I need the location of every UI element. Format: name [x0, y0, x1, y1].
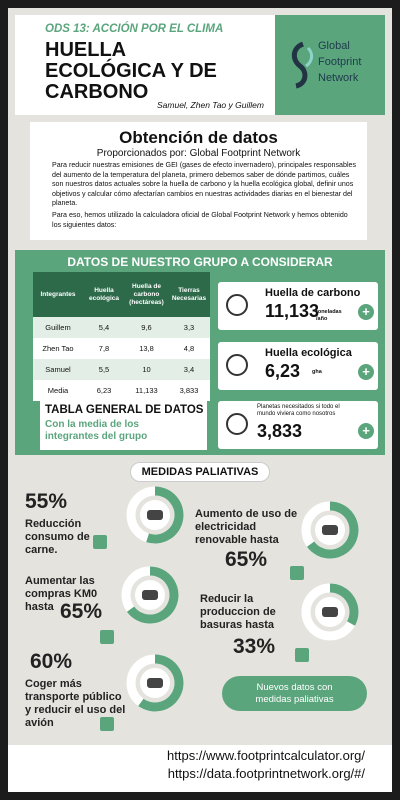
image-icon: [93, 535, 107, 549]
table-cell: 9,6: [125, 317, 168, 338]
measure-icon: [147, 678, 163, 688]
measure-text: Coger más transporte público y reducir e…: [25, 678, 126, 729]
intro-box: [30, 122, 367, 240]
measure-percent: 65%: [225, 548, 268, 571]
table-cell: 3,833: [168, 380, 210, 401]
donut-arc: [138, 654, 184, 712]
table-cell: 3,3: [168, 317, 210, 338]
caption: TABLA GENERAL DE DATOS: [45, 404, 204, 416]
links-band: [8, 745, 392, 792]
caption-sub: Con la media de los integrantes del grup…: [45, 419, 148, 442]
measure-icon: [322, 607, 338, 617]
table-cell: 4,8: [168, 338, 210, 359]
intro-source: Proporcionados por: Global Footprint Net…: [96, 148, 301, 159]
new-data-button[interactable]: Nuevos datos con medidas paliativas: [222, 676, 367, 711]
kicker: ODS 13: ACCIÓN POR EL CLIMA: [45, 23, 224, 35]
donut: [301, 583, 359, 641]
table-cell: Guillem: [33, 317, 83, 338]
table-cell: 11,133: [125, 380, 168, 401]
table-header: Huella de carbono (hectáreas): [125, 272, 168, 317]
table-cell: 5,4: [83, 317, 125, 338]
donut-arc: [329, 583, 359, 626]
measure-icon: [322, 525, 338, 535]
table-cell: 6,23: [83, 380, 125, 401]
card-title: Huella ecológica: [265, 347, 352, 359]
table-cell: 13,8: [125, 338, 168, 359]
table-header: Tierras Necesarias: [168, 272, 210, 317]
measure-percent: 55%: [25, 490, 68, 513]
link: https://data.footprintnetwork.org/#/: [167, 766, 365, 781]
card-title: Planetas necesitados si todo el mundo vi…: [257, 404, 340, 417]
authors: Samuel, Zhen Tao y Guillem: [157, 100, 264, 110]
card-icon: [226, 294, 248, 316]
group-title: DATOS DE NUESTRO GRUPO A CONSIDERAR: [67, 255, 333, 269]
intro-text: Para eso, hemos utilizado la calculadora…: [52, 211, 348, 229]
measure-text: Reducir la produccion de basuras hasta: [200, 593, 276, 631]
donut-arc: [146, 486, 184, 544]
logo-box: [275, 15, 385, 115]
donut: [126, 486, 184, 544]
card-value: 3,833: [257, 421, 303, 441]
table-cell: 5,5: [83, 359, 125, 380]
link: https://www.footprintcalculator.org/: [167, 748, 365, 763]
header-box: [15, 15, 275, 115]
table-cell: 10: [125, 359, 168, 380]
poster: ODS 13: ACCIÓN POR EL CLIMA HUELLA ECOLÓG…: [8, 8, 392, 792]
donut-arc: [306, 501, 359, 559]
donut: [121, 566, 179, 624]
image-icon: [100, 630, 114, 644]
title: HUELLA ECOLÓGICA Y DE CARBONO: [45, 39, 217, 103]
card-plus: +: [358, 364, 374, 380]
image-icon: [290, 566, 304, 580]
donut: [126, 654, 184, 712]
image-icon: [100, 717, 114, 731]
card-icon: [226, 413, 248, 435]
table-cell: 7,8: [83, 338, 125, 359]
measure-text: Reducción consumo de carne.: [25, 518, 90, 556]
measure-percent: 65%: [60, 600, 103, 623]
table-cell: Media: [33, 380, 83, 401]
intro-heading: Obtención de datos: [119, 128, 278, 147]
card-plus: +: [358, 423, 374, 439]
card-value: 6,23: [265, 361, 301, 381]
table-cell: Zhen Tao: [33, 338, 83, 359]
logo-icon: [291, 41, 314, 89]
table-header: Integrantes: [33, 272, 83, 317]
measures-pill: MEDIDAS PALIATIVAS: [130, 462, 270, 482]
logo-text: Global Footprint Network: [318, 40, 362, 84]
image-icon: [295, 648, 309, 662]
intro-text: Para reducir nuestras emisiones de GEI (…: [52, 161, 357, 208]
card-value: 11,133: [265, 301, 320, 321]
measure-text: Aumentar las compras KM0 hasta: [25, 575, 98, 613]
card-unit: toneladas /año: [316, 309, 342, 322]
donut-arc: [126, 566, 179, 624]
measure-icon: [147, 510, 163, 520]
card-unit: gha: [312, 369, 322, 375]
card-title: Huella de carbono: [265, 287, 361, 299]
measure-percent: 60%: [30, 650, 73, 673]
caption-box: [40, 400, 207, 450]
measure-icon: [142, 590, 158, 600]
table-header: Huella ecológica: [83, 272, 125, 317]
donut: [301, 501, 359, 559]
table-cell: 3,4: [168, 359, 210, 380]
measure-percent: 33%: [233, 635, 276, 658]
measure-text: Aumento de uso de electricidad renovable…: [195, 508, 298, 546]
card-plus: +: [358, 304, 374, 320]
card-icon: [226, 354, 248, 376]
table-cell: Samuel: [33, 359, 83, 380]
